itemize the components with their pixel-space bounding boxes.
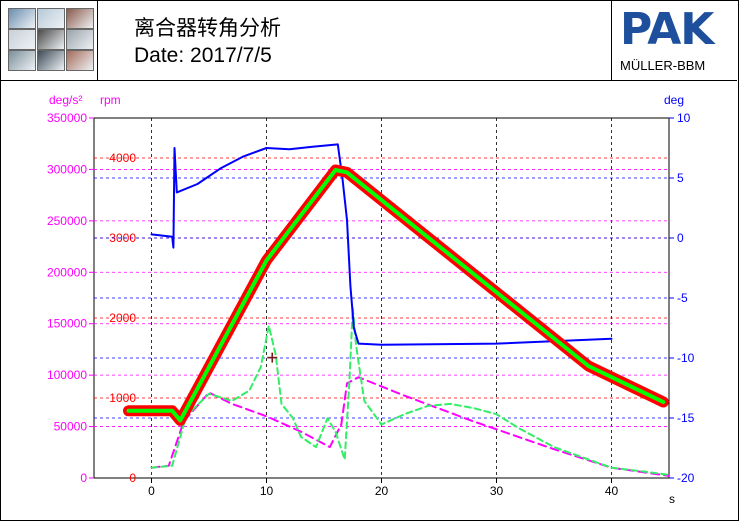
logo-subtitle: MÜLLER-BBM bbox=[620, 58, 706, 73]
angle-series bbox=[150, 143, 613, 346]
gear-image bbox=[37, 8, 65, 29]
rpm-axis-label: rpm bbox=[100, 93, 121, 107]
x-tick-label: 0 bbox=[148, 484, 155, 498]
acc-tick-label: 50000 bbox=[54, 420, 88, 434]
deg-tick-label: 5 bbox=[677, 171, 684, 185]
acc-axis-label: deg/s² bbox=[49, 93, 82, 107]
turbine-image bbox=[8, 29, 36, 50]
acc-tick-label: 250000 bbox=[47, 214, 87, 228]
acc-raw-series bbox=[150, 307, 670, 476]
acc-tick-label: 100000 bbox=[47, 368, 87, 382]
deg-tick-label: -20 bbox=[677, 471, 695, 485]
header-divider bbox=[97, 0, 98, 80]
acc-filtered-series bbox=[150, 376, 670, 477]
rpm-series bbox=[126, 168, 666, 423]
rpm-tick-label: 3000 bbox=[109, 231, 136, 245]
acc-tick-label: 150000 bbox=[47, 317, 87, 331]
headphone-image bbox=[8, 50, 36, 71]
deg-tick-label: -10 bbox=[677, 351, 695, 365]
x-tick-label: 10 bbox=[260, 484, 274, 498]
acc-tick-label: 350000 bbox=[47, 111, 87, 125]
tire-image bbox=[8, 8, 36, 29]
report-header: 离合器转角分析 Date: 2017/7/5 PAK MÜLLER-BBM bbox=[0, 0, 737, 81]
rpm-tick-label: 1000 bbox=[109, 391, 136, 405]
x-tick-label: 30 bbox=[490, 484, 504, 498]
deg-tick-label: -15 bbox=[677, 411, 695, 425]
engine-image bbox=[66, 8, 94, 29]
x-tick-label: 40 bbox=[605, 484, 619, 498]
header-divider bbox=[611, 0, 612, 80]
acc-tick-label: 300000 bbox=[47, 162, 87, 176]
x-tick-label: 20 bbox=[375, 484, 389, 498]
deg-tick-label: 10 bbox=[677, 111, 691, 125]
report-date: Date: 2017/7/5 bbox=[134, 44, 272, 67]
rpm-tick-label: 4000 bbox=[109, 151, 136, 165]
rpm-tick-label: 0 bbox=[129, 471, 136, 485]
deg-tick-label: 0 bbox=[677, 231, 684, 245]
pak-logo: PAK MÜLLER-BBM bbox=[616, 4, 734, 78]
logo-mark: PAK bbox=[620, 4, 714, 55]
acc-tick-label: 0 bbox=[80, 471, 87, 485]
acc-tick-label: 200000 bbox=[47, 265, 87, 279]
page-title: 离合器转角分析 bbox=[134, 17, 281, 40]
plate-image bbox=[37, 50, 65, 71]
rpm-envelope-series bbox=[123, 164, 669, 426]
speaker-image bbox=[66, 50, 94, 71]
deg-tick-label: -5 bbox=[677, 291, 688, 305]
tool-image bbox=[37, 29, 65, 50]
brake-image bbox=[66, 29, 94, 50]
clutch-angle-chart: 0 10 20 30 400500001000001500002000002500003… bbox=[47, 93, 695, 506]
deg-axis-label: deg bbox=[664, 93, 684, 107]
rpm-tick-label: 2000 bbox=[109, 311, 136, 325]
thumbnail-grid bbox=[8, 8, 94, 72]
x-axis-label: s bbox=[669, 492, 675, 506]
